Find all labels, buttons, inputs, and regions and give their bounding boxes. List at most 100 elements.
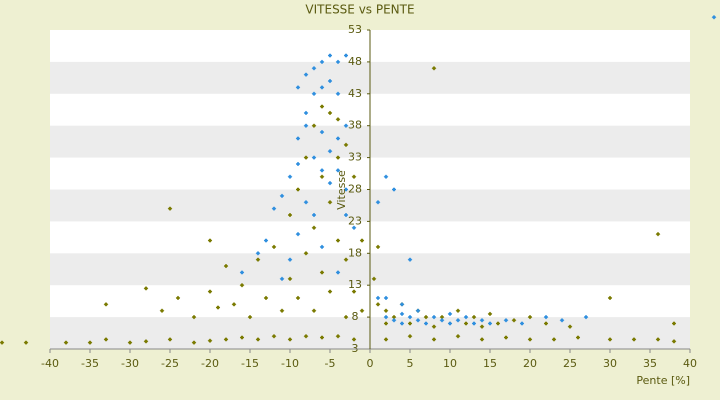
point [607, 295, 613, 301]
x-tick-label: -25 [161, 357, 179, 370]
point [335, 59, 341, 65]
point [335, 333, 341, 339]
point [319, 168, 325, 173]
point [543, 321, 549, 326]
point [143, 286, 149, 291]
y-tick-label: 53 [348, 23, 362, 36]
x-tick-label: -5 [325, 357, 336, 370]
y-tick-label: 48 [348, 55, 362, 68]
point [295, 231, 301, 237]
x-tick-label: -30 [121, 357, 139, 370]
point [383, 174, 389, 180]
point [143, 338, 149, 344]
point [631, 337, 637, 342]
point [671, 338, 677, 344]
point [503, 317, 509, 323]
point [303, 72, 309, 78]
point [431, 65, 437, 71]
point [191, 340, 197, 345]
point [351, 174, 357, 180]
point [455, 308, 461, 314]
point [567, 324, 573, 330]
point [303, 250, 309, 256]
point [311, 225, 317, 231]
point [575, 335, 581, 340]
y-tick-label: 13 [348, 278, 362, 291]
point [335, 168, 341, 173]
point [63, 340, 69, 345]
point [23, 340, 29, 345]
point [351, 225, 357, 231]
point [207, 238, 213, 243]
point [455, 317, 461, 323]
x-tick-label: -10 [281, 357, 299, 370]
point [335, 155, 341, 160]
point [327, 199, 333, 205]
point [423, 314, 429, 320]
point [295, 161, 301, 167]
point [447, 321, 453, 326]
point [263, 238, 269, 243]
point [351, 337, 357, 342]
point [527, 314, 533, 320]
point [159, 308, 165, 314]
x-axis-title: Pente [%] [636, 374, 690, 387]
point [375, 244, 381, 250]
point [327, 180, 333, 186]
point [551, 337, 557, 342]
point [479, 317, 485, 323]
x-tick-label: 35 [643, 357, 657, 370]
point [319, 270, 325, 275]
point [487, 311, 493, 317]
x-tick-label: 20 [523, 357, 537, 370]
point [383, 337, 389, 342]
point [391, 187, 397, 192]
point [487, 321, 493, 326]
point [319, 104, 325, 109]
point [343, 212, 349, 218]
point [327, 148, 333, 154]
point [295, 187, 301, 192]
point [343, 123, 349, 129]
point [215, 305, 221, 310]
point [103, 337, 109, 342]
point [231, 301, 237, 307]
point [255, 337, 261, 342]
point [343, 257, 349, 263]
point [463, 321, 469, 326]
y-tick-label: 18 [348, 246, 362, 259]
point [207, 289, 213, 294]
chart-title: VITESSE vs PENTE [305, 3, 414, 17]
point [655, 231, 661, 237]
x-tick-label: 10 [443, 357, 457, 370]
point [255, 257, 261, 263]
y-tick-label: 8 [352, 310, 359, 323]
point [511, 317, 517, 323]
point [335, 91, 341, 97]
point [399, 311, 405, 317]
point [311, 65, 317, 71]
point [359, 238, 365, 243]
point [407, 333, 413, 339]
point [311, 212, 317, 218]
point [415, 317, 421, 323]
point [335, 136, 341, 141]
point [391, 317, 397, 323]
point [287, 257, 293, 263]
point [463, 314, 469, 320]
point [239, 335, 245, 340]
point [319, 85, 325, 90]
point [271, 333, 277, 339]
y-tick-label: 28 [348, 183, 362, 196]
point [319, 174, 325, 180]
point [279, 276, 285, 282]
x-tick-label: 40 [683, 357, 697, 370]
point [271, 206, 277, 211]
point [255, 250, 261, 256]
point [359, 308, 365, 314]
point [295, 295, 301, 301]
point [311, 155, 317, 160]
point [279, 308, 285, 314]
x-tick-label: 25 [563, 357, 577, 370]
point [527, 337, 533, 342]
